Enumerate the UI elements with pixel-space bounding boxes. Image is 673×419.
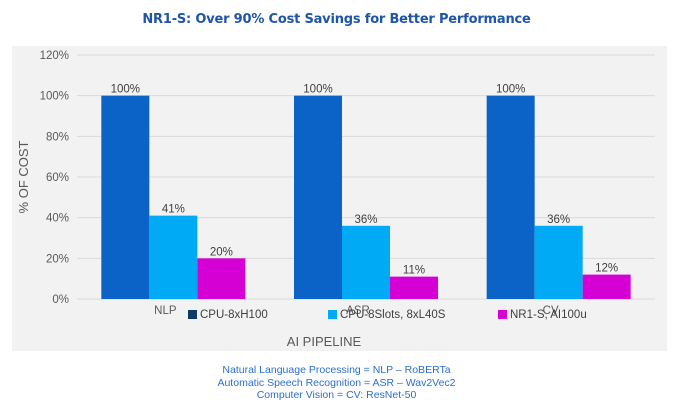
x-tick-label-cv: CV (543, 305, 559, 317)
data-label-cv-series-2: 36% (547, 214, 570, 226)
legend-swatch-series-2 (328, 310, 337, 319)
chart-area: 0% 20% 40% 60% 80% 100% 120% 100% 41% 20% NLP 100% 3… (12, 46, 667, 351)
y-tick-label-20: 20% (46, 253, 69, 265)
data-label-nlp-series-2: 41% (162, 204, 185, 216)
bar-asr-series-1 (294, 95, 342, 299)
y-tick-label-100: 100% (40, 91, 69, 103)
data-label-asr-series-2: 36% (354, 214, 377, 226)
bar-asr-series-2 (342, 225, 390, 299)
x-tick-label-asr: ASR (346, 305, 370, 317)
data-label-cv-series-1: 100% (496, 84, 525, 96)
bar-nlp-series-2 (149, 215, 198, 299)
chart-title: NR1-S: Over 90% Cost Savings for Better … (142, 12, 531, 27)
legend-swatch-series-1 (188, 310, 197, 319)
legend-label-series-2: CPU-8Slots, 8xL40S (340, 309, 446, 321)
x-axis-title: AI PIPELINE (287, 334, 362, 349)
data-label-nlp-series-1: 100% (111, 84, 140, 96)
bar-nlp-series-1 (101, 95, 150, 299)
y-tick-label-60: 60% (46, 172, 69, 184)
x-tick-label-nlp: NLP (154, 305, 177, 317)
bar-cv-series-1 (486, 95, 535, 299)
bar-nlp-series-3 (197, 258, 246, 299)
footnote-nlp: Natural Language Processing = NLP – RoBE… (222, 364, 451, 376)
legend-swatch-series-3 (498, 310, 507, 319)
legend-label-series-3: NR1-S, AI100u (510, 309, 587, 321)
data-label-nlp-series-3: 20% (210, 246, 233, 258)
y-tick-label-120: 120% (40, 50, 69, 62)
y-axis-title: % OF COST (16, 140, 31, 213)
legend-label-series-1: CPU-8xH100 (200, 309, 268, 321)
data-label-cv-series-3: 12% (595, 263, 618, 275)
footnotes: Natural Language Processing = NLP – RoBE… (0, 364, 673, 402)
data-label-asr-series-3: 11% (403, 265, 425, 277)
y-tick-label-80: 80% (46, 131, 69, 143)
data-label-asr-series-1: 100% (303, 84, 332, 96)
bar-chart: 0% 20% 40% 60% 80% 100% 120% 100% 41% 20% NLP 100% 3… (16, 50, 655, 349)
y-tick-label-40: 40% (46, 213, 69, 225)
bar-cv-series-2 (534, 225, 583, 299)
bar-asr-series-3 (390, 276, 438, 299)
y-tick-label-0: 0% (52, 294, 69, 306)
bar-cv-series-3 (582, 274, 631, 299)
footnote-asr: Automatic Speech Recognition = ASR – Wav… (217, 376, 456, 389)
footnote-cv: Computer Vision = CV: ResNet-50 (256, 389, 417, 401)
